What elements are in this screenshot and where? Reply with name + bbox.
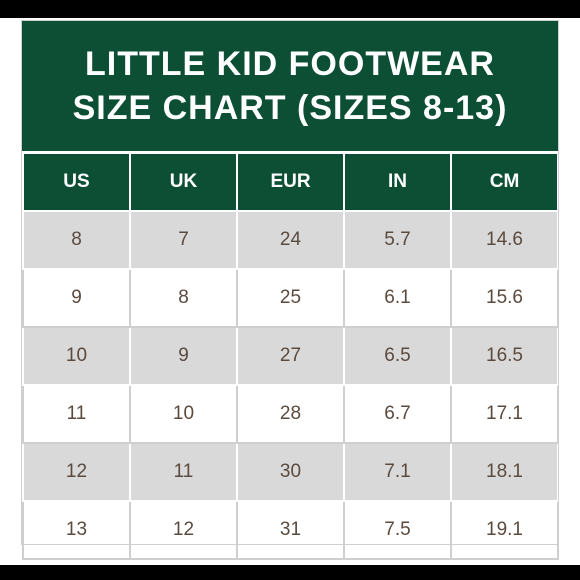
table-row: 12 11 30 7.1 18.1: [22, 442, 559, 502]
cell-in: 7.5: [343, 500, 452, 560]
cell-uk: 8: [129, 268, 238, 328]
cell-cm: 17.1: [450, 384, 559, 444]
cell-in: 5.7: [343, 210, 452, 270]
cell-cm: 19.1: [450, 500, 559, 560]
cell-uk: 10: [129, 384, 238, 444]
cell-eur: 30: [236, 442, 345, 502]
cell-eur: 31: [236, 500, 345, 560]
cell-uk: 7: [129, 210, 238, 270]
size-chart: LITTLE KID FOOTWEAR SIZE CHART (SIZES 8-…: [22, 21, 559, 560]
cell-eur: 27: [236, 326, 345, 386]
header-uk: UK: [129, 152, 238, 212]
cell-us: 8: [22, 210, 131, 270]
cell-us: 10: [22, 326, 131, 386]
cell-cm: 14.6: [450, 210, 559, 270]
header-in: IN: [343, 152, 452, 212]
cell-uk: 12: [129, 500, 238, 560]
cell-us: 11: [22, 384, 131, 444]
cell-in: 6.7: [343, 384, 452, 444]
bottom-border: [0, 565, 580, 580]
cell-in: 7.1: [343, 442, 452, 502]
cell-eur: 24: [236, 210, 345, 270]
cell-us: 12: [22, 442, 131, 502]
cell-us: 13: [22, 500, 131, 560]
cell-uk: 9: [129, 326, 238, 386]
table-row: 13 12 31 7.5 19.1: [22, 500, 559, 560]
top-border: [0, 0, 580, 18]
cell-cm: 16.5: [450, 326, 559, 386]
table-row: 8 7 24 5.7 14.6: [22, 210, 559, 270]
title-line-2: SIZE CHART (SIZES 8-13): [72, 89, 508, 127]
cell-cm: 18.1: [450, 442, 559, 502]
cell-cm: 15.6: [450, 268, 559, 328]
title-line-1: LITTLE KID FOOTWEAR: [85, 45, 495, 83]
cell-us: 9: [22, 268, 131, 328]
header-us: US: [22, 152, 131, 212]
cell-uk: 11: [129, 442, 238, 502]
header-row: US UK EUR IN CM: [22, 152, 559, 212]
cell-in: 6.5: [343, 326, 452, 386]
table-row: 9 8 25 6.1 15.6: [22, 268, 559, 328]
table-row: 10 9 27 6.5 16.5: [22, 326, 559, 386]
cell-in: 6.1: [343, 268, 452, 328]
cell-eur: 28: [236, 384, 345, 444]
size-table: US UK EUR IN CM 8 7 24 5.7 14.6 9 8 25 6…: [22, 152, 559, 560]
header-eur: EUR: [236, 152, 345, 212]
cell-eur: 25: [236, 268, 345, 328]
table-row: 11 10 28 6.7 17.1: [22, 384, 559, 444]
header-cm: CM: [450, 152, 559, 212]
title-banner: LITTLE KID FOOTWEAR SIZE CHART (SIZES 8-…: [22, 21, 558, 151]
